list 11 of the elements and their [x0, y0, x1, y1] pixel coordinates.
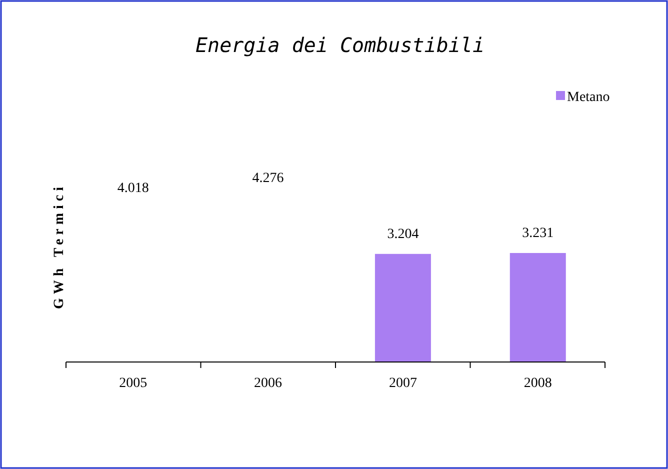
data-label: 3.204: [387, 226, 419, 242]
x-tick-label: 2006: [254, 376, 282, 391]
y-axis-title: GWh Termici: [52, 182, 67, 310]
legend-label: Metano: [567, 90, 610, 105]
x-tick-label: 2007: [388, 376, 417, 391]
text: 4.018: [117, 181, 149, 196]
x-tick-label: 2005: [119, 376, 148, 391]
chart-title: Energia dei Combustibili: [196, 33, 484, 57]
text: 4.276: [252, 171, 284, 186]
x-tick-label: 2008: [524, 376, 552, 391]
data-label: 3.231: [522, 226, 554, 241]
